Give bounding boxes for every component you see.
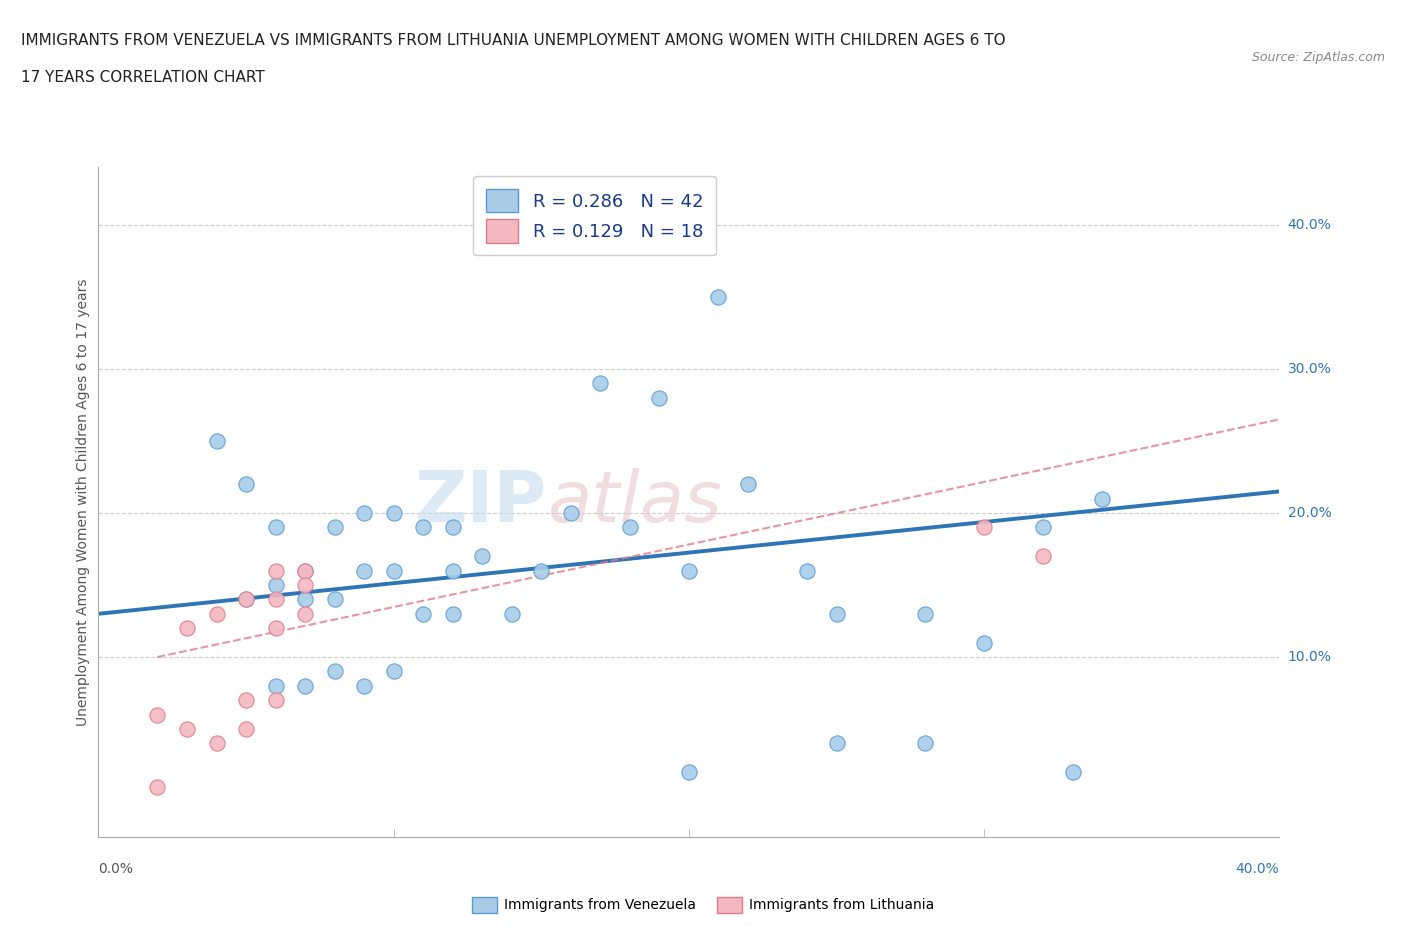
- Point: [441, 520, 464, 535]
- Point: [176, 722, 198, 737]
- Point: [530, 564, 553, 578]
- Point: [294, 592, 316, 607]
- Point: [382, 506, 405, 521]
- Point: [146, 779, 169, 794]
- Point: [678, 564, 700, 578]
- Point: [501, 606, 523, 621]
- Text: 30.0%: 30.0%: [1288, 362, 1331, 376]
- Point: [264, 620, 287, 635]
- Point: [914, 606, 936, 621]
- Point: [264, 592, 287, 607]
- Point: [471, 549, 494, 564]
- Point: [323, 520, 346, 535]
- Point: [825, 606, 848, 621]
- Point: [235, 477, 257, 492]
- Point: [1062, 764, 1084, 779]
- Point: [441, 564, 464, 578]
- Text: 40.0%: 40.0%: [1236, 862, 1279, 876]
- Point: [235, 693, 257, 708]
- Text: ZIP: ZIP: [415, 468, 547, 537]
- Text: 10.0%: 10.0%: [1288, 650, 1331, 664]
- Point: [973, 635, 995, 650]
- Point: [264, 578, 287, 592]
- Text: 17 YEARS CORRELATION CHART: 17 YEARS CORRELATION CHART: [21, 70, 264, 85]
- Point: [1032, 520, 1054, 535]
- Text: atlas: atlas: [547, 468, 721, 537]
- Point: [707, 289, 730, 304]
- Point: [235, 592, 257, 607]
- Point: [176, 620, 198, 635]
- Point: [825, 736, 848, 751]
- Point: [205, 606, 228, 621]
- Point: [1032, 549, 1054, 564]
- Point: [382, 564, 405, 578]
- Point: [205, 433, 228, 448]
- Point: [441, 606, 464, 621]
- Point: [294, 606, 316, 621]
- Text: 20.0%: 20.0%: [1288, 506, 1331, 520]
- Point: [973, 520, 995, 535]
- Point: [412, 606, 434, 621]
- Point: [619, 520, 641, 535]
- Point: [264, 520, 287, 535]
- Point: [589, 376, 612, 391]
- Point: [353, 564, 375, 578]
- Point: [914, 736, 936, 751]
- Point: [796, 564, 818, 578]
- Text: 40.0%: 40.0%: [1288, 218, 1331, 232]
- Point: [205, 736, 228, 751]
- Point: [648, 391, 671, 405]
- Point: [353, 506, 375, 521]
- Point: [294, 564, 316, 578]
- Point: [737, 477, 759, 492]
- Point: [146, 707, 169, 722]
- Point: [235, 592, 257, 607]
- Legend: R = 0.286   N = 42, R = 0.129   N = 18: R = 0.286 N = 42, R = 0.129 N = 18: [472, 177, 716, 256]
- Point: [678, 764, 700, 779]
- Point: [323, 592, 346, 607]
- Point: [412, 520, 434, 535]
- Point: [264, 678, 287, 693]
- Point: [235, 722, 257, 737]
- Legend: Immigrants from Venezuela, Immigrants from Lithuania: Immigrants from Venezuela, Immigrants fr…: [467, 891, 939, 919]
- Text: 0.0%: 0.0%: [98, 862, 134, 876]
- Point: [264, 693, 287, 708]
- Point: [264, 564, 287, 578]
- Y-axis label: Unemployment Among Women with Children Ages 6 to 17 years: Unemployment Among Women with Children A…: [76, 278, 90, 726]
- Point: [1091, 491, 1114, 506]
- Text: IMMIGRANTS FROM VENEZUELA VS IMMIGRANTS FROM LITHUANIA UNEMPLOYMENT AMONG WOMEN : IMMIGRANTS FROM VENEZUELA VS IMMIGRANTS …: [21, 33, 1005, 47]
- Point: [560, 506, 582, 521]
- Point: [294, 678, 316, 693]
- Text: Source: ZipAtlas.com: Source: ZipAtlas.com: [1251, 51, 1385, 64]
- Point: [294, 578, 316, 592]
- Point: [294, 564, 316, 578]
- Point: [353, 678, 375, 693]
- Point: [323, 664, 346, 679]
- Point: [382, 664, 405, 679]
